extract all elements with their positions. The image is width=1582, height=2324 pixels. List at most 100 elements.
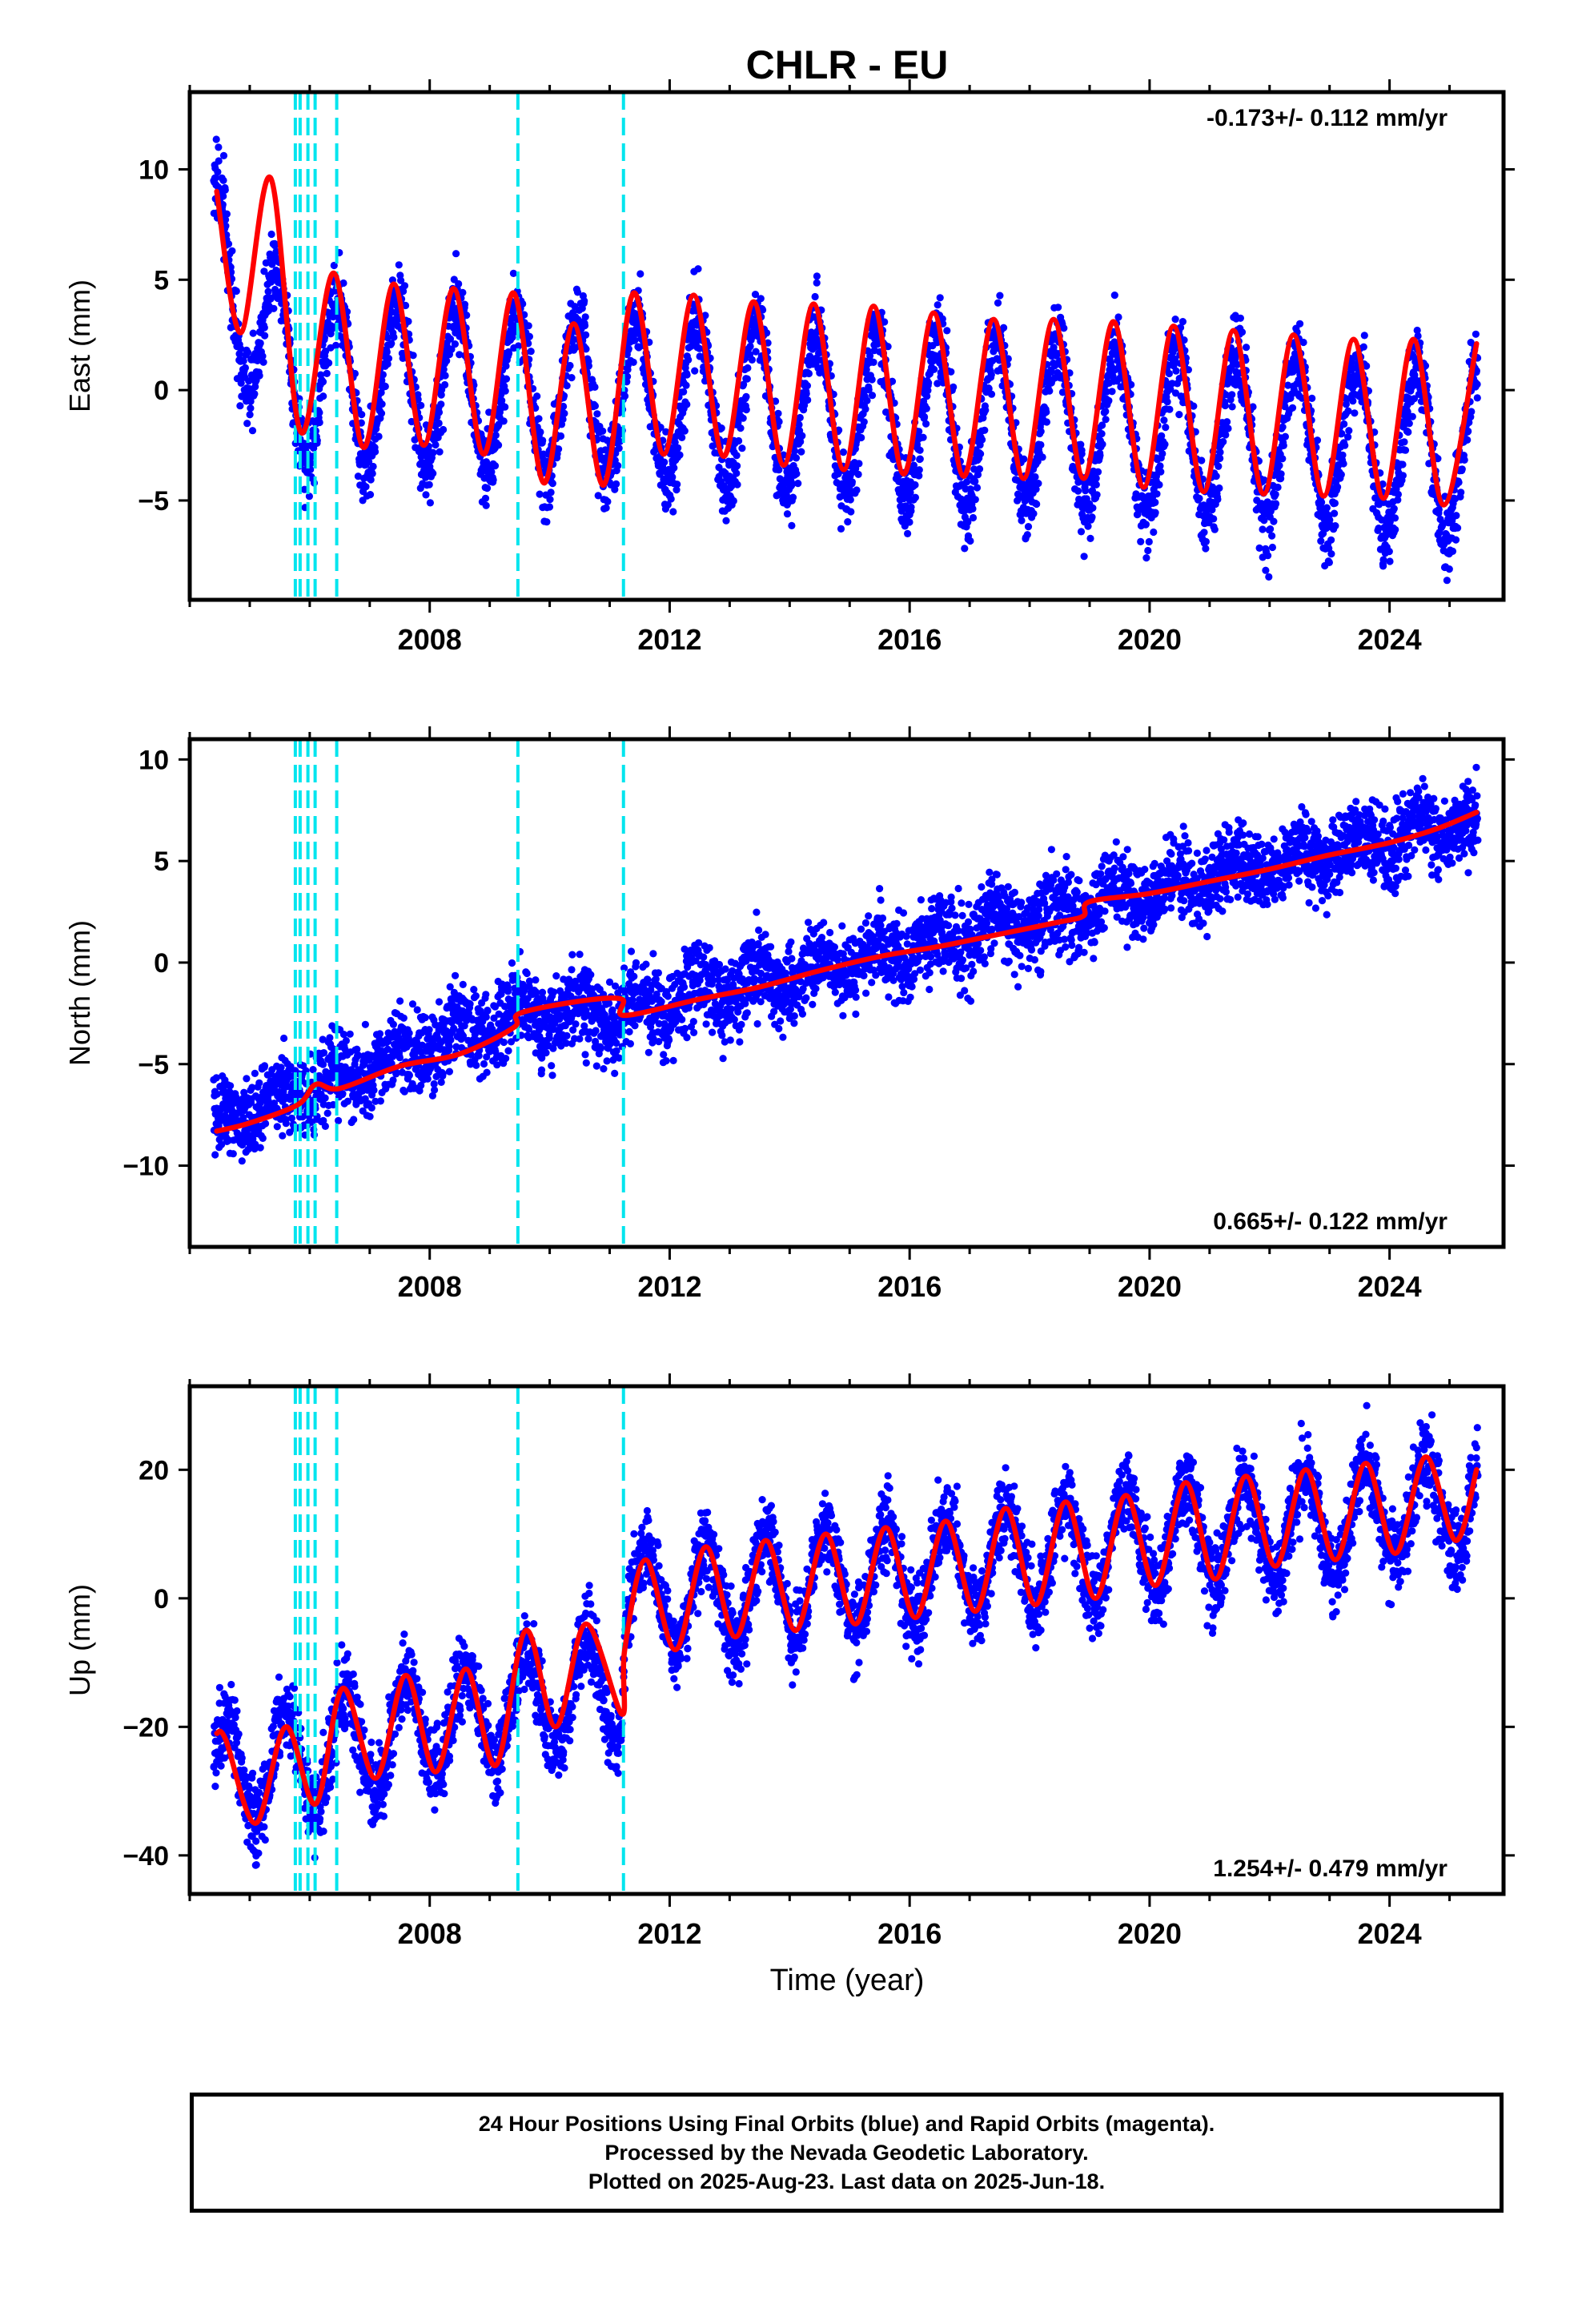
east-data-point xyxy=(921,412,929,421)
east-data-point xyxy=(1344,433,1352,441)
east-data-point xyxy=(783,510,792,518)
east-data-point xyxy=(247,397,255,405)
east-data-point xyxy=(743,375,751,383)
east-data-point xyxy=(1155,480,1163,489)
east-y-tick-label: 5 xyxy=(154,265,169,296)
north-data-point xyxy=(392,1070,400,1078)
east-data-point xyxy=(1105,396,1113,404)
east-data-point xyxy=(974,471,982,479)
north-data-point xyxy=(323,1109,331,1117)
east-data-point xyxy=(241,364,249,372)
north-data-point xyxy=(396,1054,404,1062)
east-data-point xyxy=(911,493,919,501)
east-data-point xyxy=(1086,534,1094,543)
east-data-point xyxy=(973,484,982,492)
east-data-point xyxy=(971,496,979,504)
east-data-point xyxy=(1360,332,1368,340)
east-data-point xyxy=(408,417,416,426)
east-data-point xyxy=(582,345,590,353)
east-data-point xyxy=(502,362,510,370)
east-data-point xyxy=(744,364,752,372)
east-data-point xyxy=(950,383,958,391)
east-data-point xyxy=(930,365,938,373)
east-data-point xyxy=(1098,440,1106,448)
east-data-point xyxy=(580,297,588,305)
east-data-point xyxy=(789,493,797,501)
east-data-point xyxy=(414,396,422,404)
east-data-point xyxy=(848,478,856,486)
east-data-point xyxy=(1150,528,1158,537)
east-data-point xyxy=(1170,355,1179,363)
east-data-point xyxy=(432,440,440,449)
east-data-point xyxy=(1243,344,1251,352)
east-data-point xyxy=(733,480,741,489)
east-data-point xyxy=(545,503,554,511)
north-data-point xyxy=(319,1049,328,1057)
east-data-point xyxy=(300,440,308,448)
east-data-point xyxy=(1023,531,1031,539)
east-data-point xyxy=(789,480,797,488)
east-data-point xyxy=(1046,387,1054,395)
east-data-point xyxy=(854,470,862,479)
east-data-point xyxy=(775,466,783,474)
east-data-point xyxy=(599,427,607,435)
east-data-point xyxy=(249,329,257,337)
east-data-point xyxy=(1408,412,1416,420)
east-data-point xyxy=(261,332,269,340)
north-data-point xyxy=(326,1034,334,1042)
east-data-point xyxy=(591,383,599,391)
east-data-point xyxy=(267,230,275,239)
east-data-point xyxy=(919,433,927,441)
east-data-point xyxy=(367,476,375,484)
east-data-point xyxy=(536,428,544,436)
east-data-point xyxy=(975,465,984,473)
east-x-tick-label: 2016 xyxy=(877,623,942,656)
east-data-point xyxy=(300,485,308,493)
east-data-point xyxy=(368,469,376,478)
east-data-point xyxy=(1172,367,1180,375)
east-data-point xyxy=(270,304,278,312)
east-data-point xyxy=(847,508,855,516)
east-data-point xyxy=(925,379,933,387)
east-data-point xyxy=(1037,428,1045,436)
east-data-point xyxy=(402,301,410,310)
east-data-point xyxy=(1222,391,1230,399)
east-data-point xyxy=(365,458,373,466)
east-data-point xyxy=(1042,418,1050,426)
east-data-point xyxy=(1445,565,1453,573)
east-data-point xyxy=(746,342,754,351)
east-data-point xyxy=(211,174,220,182)
east-data-point xyxy=(1031,472,1039,481)
east-data-point xyxy=(662,428,670,436)
east-data-point xyxy=(742,406,750,414)
east-data-point xyxy=(1200,529,1208,537)
east-data-point xyxy=(1082,487,1090,495)
east-data-point xyxy=(463,312,471,320)
east-data-point xyxy=(482,501,490,509)
east-data-point xyxy=(315,418,323,427)
east-data-point xyxy=(798,432,806,440)
east-data-point xyxy=(533,392,541,400)
east-data-point xyxy=(1077,528,1086,536)
east-data-point xyxy=(1404,428,1412,436)
east-data-point xyxy=(1080,553,1088,561)
east-data-point xyxy=(664,501,672,509)
east-data-point xyxy=(519,300,527,308)
east-data-point xyxy=(748,356,757,364)
north-data-point xyxy=(400,1014,408,1022)
east-data-point xyxy=(734,418,742,427)
east-data-point xyxy=(943,327,951,335)
east-data-point xyxy=(1178,318,1186,326)
east-data-point xyxy=(237,379,245,387)
east-data-point xyxy=(1018,517,1026,525)
east-data-point xyxy=(1279,441,1287,450)
east-data-point xyxy=(248,427,257,435)
east-data-point xyxy=(909,461,917,469)
east-data-point xyxy=(1092,480,1100,489)
east-data-point xyxy=(1277,470,1285,478)
east-data-point xyxy=(1455,478,1463,487)
east-data-point xyxy=(1161,440,1169,448)
east-data-point xyxy=(539,436,547,444)
north-data-point xyxy=(389,1076,397,1084)
east-data-point xyxy=(1267,525,1275,533)
